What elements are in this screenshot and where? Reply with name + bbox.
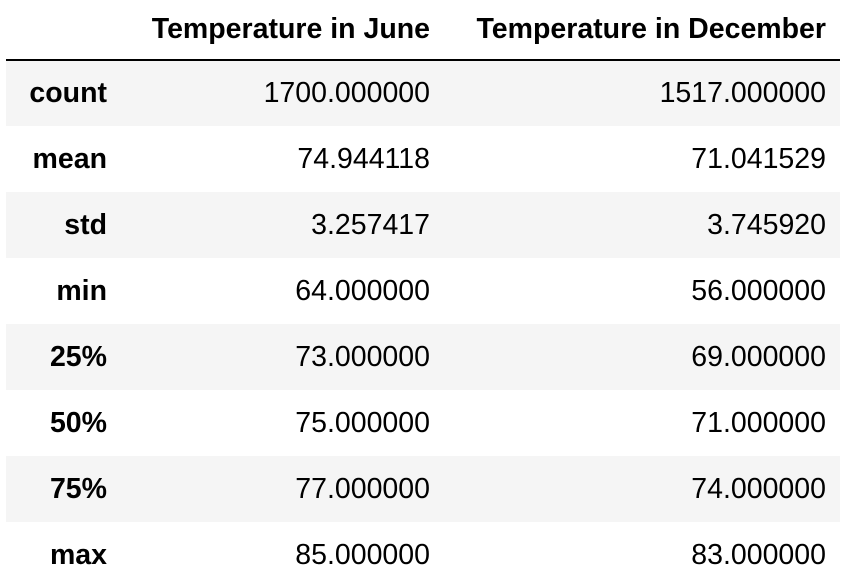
column-header-december: Temperature in December <box>444 0 840 61</box>
column-header-june: Temperature in June <box>117 0 444 61</box>
index-header <box>6 0 117 61</box>
table-row-min: min 64.000000 56.000000 <box>6 258 840 324</box>
table-row-std: std 3.257417 3.745920 <box>6 192 840 258</box>
row-label: 50% <box>49 406 107 439</box>
cell-december: 69.000000 <box>691 340 826 373</box>
cell-june: 75.000000 <box>295 406 430 439</box>
cell-december: 83.000000 <box>691 538 826 571</box>
row-label: min <box>56 274 107 307</box>
table-row-mean: mean 74.944118 71.041529 <box>6 126 840 192</box>
table-row-max: max 85.000000 83.000000 <box>6 522 840 588</box>
row-label: std <box>64 208 107 241</box>
row-label: 25% <box>49 340 107 373</box>
cell-june: 77.000000 <box>295 472 430 505</box>
cell-december: 3.745920 <box>707 208 826 241</box>
table-body: count 1700.000000 1517.000000 mean 74.94… <box>6 60 840 588</box>
cell-june: 74.944118 <box>297 142 430 175</box>
cell-december: 74.000000 <box>691 472 826 505</box>
table-row-75-percent: 75% 77.000000 74.000000 <box>6 456 840 522</box>
cell-december: 1517.000000 <box>659 77 826 109</box>
cell-june: 73.000000 <box>295 340 430 373</box>
cell-june: 64.000000 <box>295 274 430 307</box>
header-row: Temperature in June Temperature in Decem… <box>6 0 840 61</box>
cell-december: 71.000000 <box>691 406 826 439</box>
row-label: count <box>29 77 107 109</box>
cell-june: 85.000000 <box>295 538 430 571</box>
table-header: Temperature in June Temperature in Decem… <box>6 0 840 61</box>
cell-december: 56.000000 <box>691 274 826 307</box>
table-row-count: count 1700.000000 1517.000000 <box>6 60 840 126</box>
cell-december: 71.041529 <box>691 142 826 175</box>
summary-statistics-table: Temperature in June Temperature in Decem… <box>6 0 840 588</box>
row-label: mean <box>32 142 107 175</box>
row-label: 75% <box>49 472 107 505</box>
table-row-25-percent: 25% 73.000000 69.000000 <box>6 324 840 390</box>
cell-june: 1700.000000 <box>263 77 430 109</box>
table-row-50-percent: 50% 75.000000 71.000000 <box>6 390 840 456</box>
cell-june: 3.257417 <box>311 208 430 241</box>
row-label: max <box>49 538 107 571</box>
